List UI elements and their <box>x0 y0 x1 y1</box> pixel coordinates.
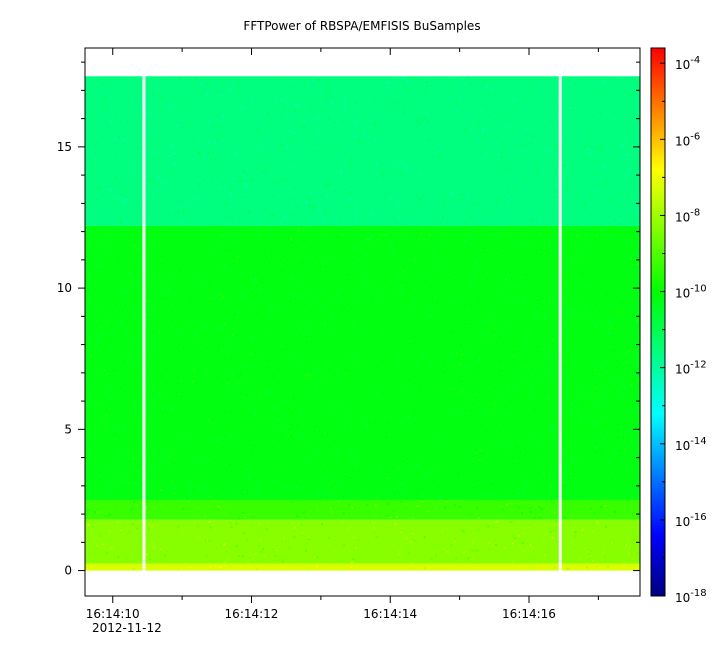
x-tick-label: 16:14:10 <box>86 607 140 621</box>
y-tick-label: 10 <box>57 281 72 295</box>
spectrogram-band <box>85 519 640 564</box>
x-tick-label: 16:14:16 <box>502 607 556 621</box>
y-tick-label: 15 <box>57 140 72 154</box>
colorbar-tick-label: 10-8 <box>675 207 700 224</box>
colorbar-tick-label: 10-10 <box>675 284 707 301</box>
colorbar: 10-18 10-16 10-14 10-12 10-10 10-8 10-6 10-4 <box>650 47 707 605</box>
y-axis: 0 5 10 15 <box>57 61 640 578</box>
y-tick-label: 0 <box>64 564 72 578</box>
data-gap <box>558 76 562 571</box>
y-tick-label: 5 <box>64 422 72 436</box>
spectrogram-band <box>85 76 640 226</box>
spectrogram-band <box>85 499 640 520</box>
plot-frame <box>84 47 641 597</box>
x-axis: 16:14:10 16:14:12 16:14:14 16:14:16 <box>86 48 599 621</box>
x-tick-label: 16:14:12 <box>225 607 279 621</box>
chart-title: FFTPower of RBSPA/EMFISIS BuSamples <box>243 19 480 33</box>
spectrogram-band <box>85 563 640 571</box>
colorbar-tick-label: 10-18 <box>675 588 707 605</box>
plot-area <box>84 47 641 597</box>
colorbar-gradient <box>650 47 666 597</box>
colorbar-tick-label: 10-4 <box>675 55 700 72</box>
spectrogram-texture <box>85 76 640 571</box>
colorbar-tick-label: 10-16 <box>675 512 707 529</box>
colorbar-tick-label: 10-6 <box>675 131 700 148</box>
colorbar-tick-label: 10-12 <box>675 360 707 377</box>
data-gap <box>142 76 146 571</box>
x-tick-label: 16:14:14 <box>363 607 417 621</box>
date-label: 2012-11-12 <box>92 621 162 635</box>
spectrogram-band <box>85 225 640 500</box>
colorbar-tick-label: 10-14 <box>675 436 707 453</box>
